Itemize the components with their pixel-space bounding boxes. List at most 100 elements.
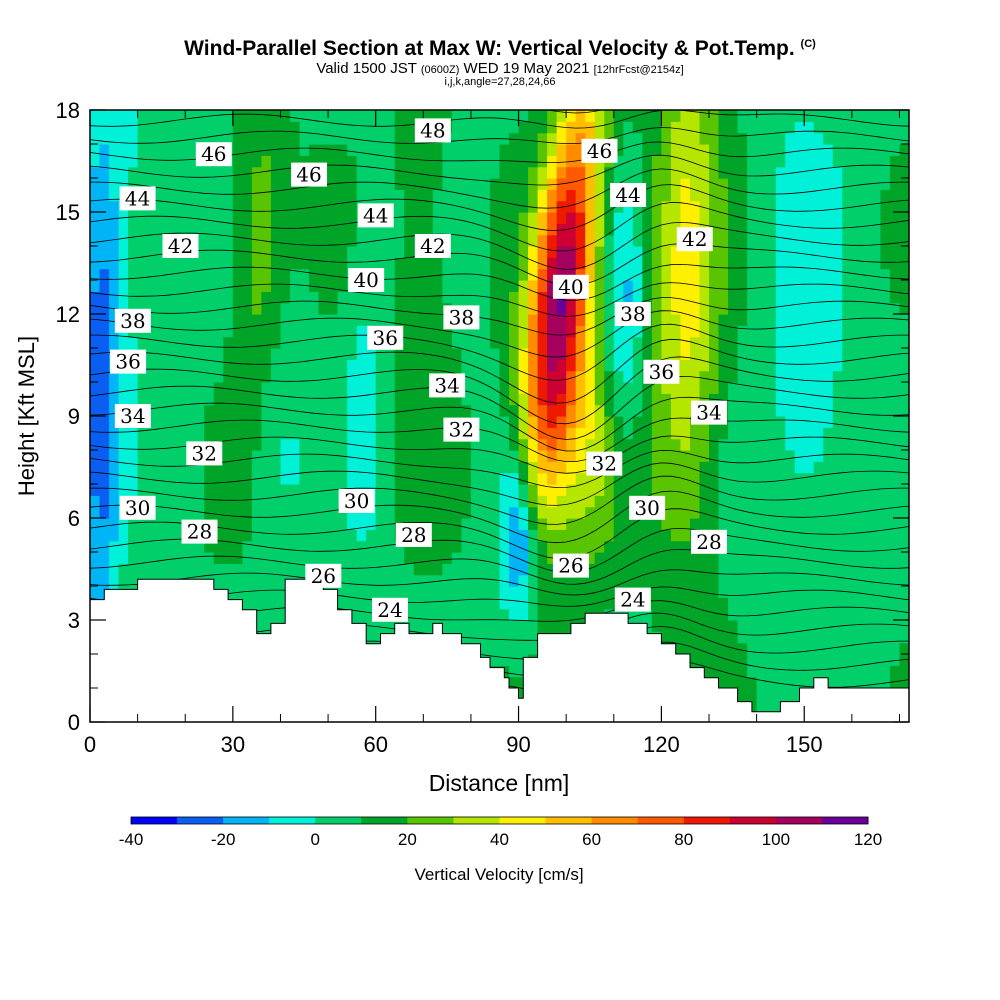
w-field-cell: [670, 166, 682, 179]
w-field-cell: [147, 438, 158, 451]
w-field-cell: [194, 348, 205, 360]
w-field-cell: [728, 200, 739, 213]
w-field-cell: [232, 246, 243, 258]
w-field-cell: [880, 189, 891, 202]
w-field-cell: [242, 155, 253, 168]
w-field-cell: [518, 472, 529, 485]
w-field-cell: [680, 291, 691, 304]
w-field-cell: [642, 291, 653, 304]
w-field-cell: [509, 597, 520, 610]
w-field-cell: [242, 302, 253, 315]
w-field-cell: [861, 506, 872, 519]
w-field-cell: [223, 552, 234, 564]
w-field-cell: [299, 234, 310, 247]
w-field-cell: [147, 359, 158, 372]
w-field-cell: [842, 166, 853, 179]
theta-label: 34: [696, 401, 721, 425]
w-field-cell: [499, 484, 510, 496]
w-field-cell: [813, 552, 824, 564]
w-field-cell: [594, 518, 605, 530]
w-field-cell: [775, 121, 786, 134]
w-field-cell: [204, 178, 215, 190]
theta-label: 26: [558, 554, 583, 578]
w-field-cell: [804, 132, 815, 145]
w-field-cell: [709, 506, 720, 519]
w-field-cell: [147, 348, 158, 360]
w-field-cell: [480, 518, 491, 530]
w-field-cell: [185, 404, 196, 417]
w-field-cell: [261, 586, 272, 598]
w-field-cell: [489, 178, 501, 190]
colorbar-tick-label: 60: [582, 830, 601, 849]
w-field-cell: [737, 472, 748, 485]
w-field-cell: [842, 472, 853, 485]
w-field-cell: [451, 280, 462, 292]
w-field-cell: [337, 200, 348, 213]
w-field-cell: [566, 529, 577, 542]
w-field-cell: [204, 314, 215, 326]
w-field-cell: [756, 268, 767, 281]
w-field-cell: [842, 132, 853, 145]
w-field-cell: [737, 665, 748, 678]
w-field-cell: [489, 484, 501, 496]
w-field-cell: [861, 574, 872, 587]
colorbar-segment: [131, 817, 178, 824]
w-field-cell: [213, 427, 224, 440]
w-field-cell: [109, 472, 120, 485]
w-field-cell: [766, 359, 777, 372]
w-field-cell: [328, 110, 339, 122]
w-field-cell: [709, 586, 720, 598]
w-field-cell: [823, 348, 834, 360]
w-field-cell: [775, 574, 786, 587]
w-field-cell: [680, 552, 691, 564]
w-field-cell: [794, 200, 805, 213]
w-field-cell: [870, 166, 882, 179]
w-field-cell: [813, 574, 824, 587]
w-field-cell: [204, 302, 215, 315]
w-field-cell: [470, 234, 482, 247]
w-field-cell: [509, 291, 520, 304]
w-field-cell: [794, 144, 805, 156]
w-field-cell: [194, 472, 205, 485]
w-field-cell: [251, 280, 263, 292]
w-field-cell: [575, 427, 586, 440]
w-field-cell: [689, 393, 701, 406]
theta-label: 28: [401, 523, 426, 547]
w-field-cell: [899, 234, 909, 247]
w-field-cell: [870, 223, 882, 236]
w-field-cell: [356, 110, 367, 122]
w-field-cell: [842, 212, 853, 224]
w-field-cell: [251, 314, 263, 326]
w-field-cell: [375, 370, 386, 383]
w-field-cell: [747, 642, 758, 655]
w-field-cell: [785, 427, 796, 440]
w-field-cell: [775, 382, 786, 394]
w-field-cell: [651, 325, 662, 338]
w-field-cell: [423, 586, 434, 598]
w-field-cell: [766, 416, 777, 428]
theta-contour-line: [90, 323, 909, 381]
w-field-cell: [518, 246, 529, 258]
w-field-cell: [299, 132, 310, 145]
w-field-cell: [461, 121, 472, 134]
w-field-cell: [680, 178, 691, 190]
w-field-cell: [470, 540, 482, 553]
w-field-cell: [423, 291, 434, 304]
w-field-cell: [509, 665, 520, 678]
w-field-cell: [470, 461, 482, 474]
w-field-cell: [99, 223, 110, 236]
w-field-cell: [213, 268, 224, 281]
w-field-cell: [194, 427, 205, 440]
w-field-cell: [785, 325, 796, 338]
w-field-cell: [261, 166, 272, 179]
w-field-cell: [670, 110, 682, 122]
w-field-cell: [480, 110, 491, 122]
w-field-cell: [337, 314, 348, 326]
w-field-cell: [461, 608, 472, 621]
w-field-cell: [242, 178, 253, 190]
w-field-cell: [575, 540, 586, 553]
w-field-cell: [347, 291, 358, 304]
w-field-cell: [404, 246, 415, 258]
w-field-cell: [356, 336, 367, 349]
w-field-cell: [461, 484, 472, 496]
